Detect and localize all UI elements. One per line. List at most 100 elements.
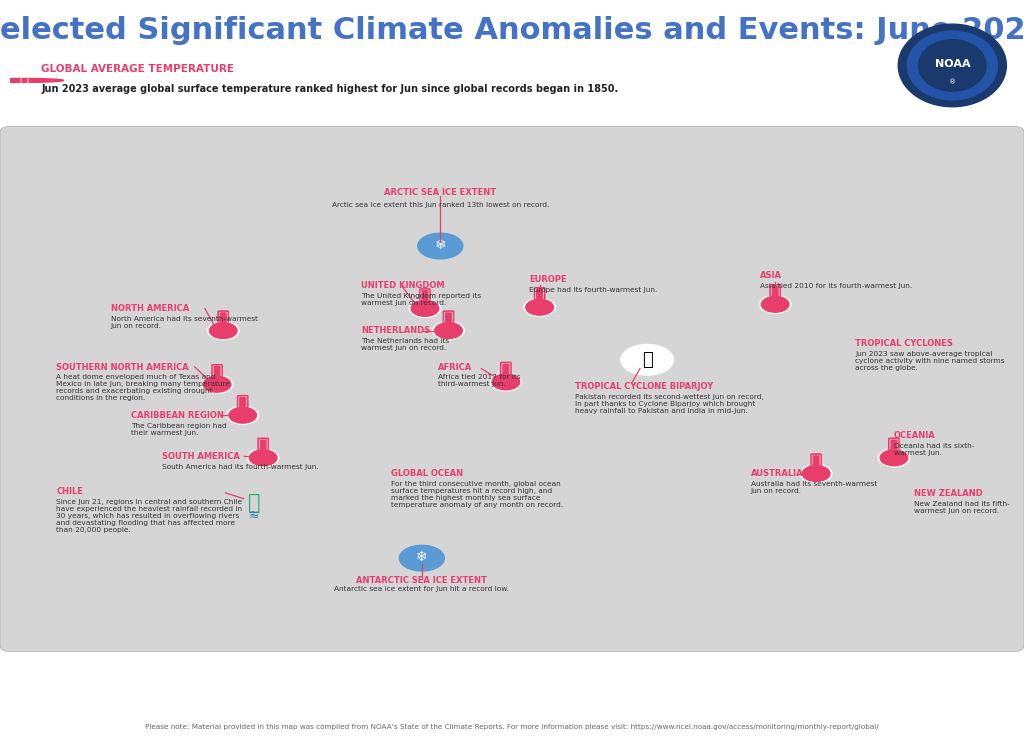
Text: GLOBAL AVERAGE TEMPERATURE: GLOBAL AVERAGE TEMPERATURE xyxy=(41,64,234,74)
Text: ASIA: ASIA xyxy=(760,271,781,280)
Circle shape xyxy=(490,373,521,391)
FancyBboxPatch shape xyxy=(889,438,899,453)
Circle shape xyxy=(524,298,555,316)
Text: 🌀: 🌀 xyxy=(642,351,652,369)
Circle shape xyxy=(411,301,438,316)
Text: South America had its fourth-warmest Jun.: South America had its fourth-warmest Jun… xyxy=(162,464,318,470)
Circle shape xyxy=(433,322,464,340)
Circle shape xyxy=(919,40,986,91)
FancyBboxPatch shape xyxy=(502,364,510,376)
Circle shape xyxy=(907,31,997,100)
Text: NOAA: NOAA xyxy=(935,59,970,69)
FancyBboxPatch shape xyxy=(890,439,898,452)
Circle shape xyxy=(418,233,463,259)
Circle shape xyxy=(881,450,907,466)
Circle shape xyxy=(0,79,63,82)
Circle shape xyxy=(622,345,673,375)
FancyBboxPatch shape xyxy=(421,290,429,303)
Text: The Netherlands had its
warmest Jun on record.: The Netherlands had its warmest Jun on r… xyxy=(361,337,450,351)
Circle shape xyxy=(203,376,230,392)
Text: Since Jun 21, regions in central and southern Chile
have experienced the heavies: Since Jun 21, regions in central and sou… xyxy=(56,499,243,533)
Text: CARIBBEAN REGION: CARIBBEAN REGION xyxy=(131,411,224,420)
Text: 🏠: 🏠 xyxy=(248,493,260,512)
Text: TROPICAL CYCLONES: TROPICAL CYCLONES xyxy=(855,340,953,349)
FancyBboxPatch shape xyxy=(213,366,221,378)
Circle shape xyxy=(228,408,256,423)
FancyBboxPatch shape xyxy=(501,363,511,377)
Text: Antarctic sea ice extent for Jun hit a record low.: Antarctic sea ice extent for Jun hit a r… xyxy=(335,586,509,592)
Text: Oceania had its sixth-
warmest Jun.: Oceania had its sixth- warmest Jun. xyxy=(894,443,974,456)
Text: Africa tied 2017 for its
third-warmest Jun.: Africa tied 2017 for its third-warmest J… xyxy=(438,374,521,387)
FancyBboxPatch shape xyxy=(219,312,227,325)
FancyBboxPatch shape xyxy=(771,286,779,298)
Text: Pakistan recorded its second-wettest Jun on record,
in part thanks to Cyclone Bi: Pakistan recorded its second-wettest Jun… xyxy=(575,393,764,414)
Circle shape xyxy=(202,375,232,393)
Text: Please note: Material provided in this map was compiled from NOAA's State of the: Please note: Material provided in this m… xyxy=(145,724,879,731)
FancyBboxPatch shape xyxy=(812,455,820,468)
Circle shape xyxy=(210,322,237,339)
FancyBboxPatch shape xyxy=(770,285,780,300)
Text: 🌡: 🌡 xyxy=(19,73,29,88)
Circle shape xyxy=(434,322,463,339)
Circle shape xyxy=(762,296,790,312)
FancyBboxPatch shape xyxy=(239,396,247,409)
FancyBboxPatch shape xyxy=(536,289,544,301)
Text: For the third consecutive month, global ocean
surface temperatures hit a record : For the third consecutive month, global … xyxy=(391,481,563,508)
Text: The United Kingdom reported its
warmest Jun on record.: The United Kingdom reported its warmest … xyxy=(361,292,481,306)
Text: Jun 2023 saw above-average tropical
cyclone activity with nine named storms
acro: Jun 2023 saw above-average tropical cycl… xyxy=(855,351,1005,371)
FancyBboxPatch shape xyxy=(259,439,267,452)
Text: CHILE: CHILE xyxy=(56,487,83,496)
Circle shape xyxy=(410,299,440,317)
Text: North America had its seventh-warmest
Jun on record.: North America had its seventh-warmest Ju… xyxy=(111,316,257,329)
Circle shape xyxy=(227,406,258,424)
Text: AUSTRALIA: AUSTRALIA xyxy=(751,470,803,479)
Text: Asia tied 2010 for its fourth-warmest Jun.: Asia tied 2010 for its fourth-warmest Ju… xyxy=(760,283,912,289)
Circle shape xyxy=(399,545,444,571)
Text: ❄: ❄ xyxy=(434,238,446,252)
FancyBboxPatch shape xyxy=(258,438,268,453)
Text: ®: ® xyxy=(949,79,955,86)
Text: Selected Significant Climate Anomalies and Events: June 2023: Selected Significant Climate Anomalies a… xyxy=(0,16,1024,45)
FancyBboxPatch shape xyxy=(238,396,248,411)
Text: New Zealand had its fifth-
warmest Jun on record.: New Zealand had its fifth- warmest Jun o… xyxy=(914,501,1011,514)
Circle shape xyxy=(526,299,553,315)
Text: NORTH AMERICA: NORTH AMERICA xyxy=(111,304,188,313)
Text: The Caribbean region had
their warmest Jun.: The Caribbean region had their warmest J… xyxy=(131,423,226,436)
Text: ≋: ≋ xyxy=(249,509,259,522)
Circle shape xyxy=(492,374,519,390)
Text: AFRICA: AFRICA xyxy=(438,363,472,372)
FancyBboxPatch shape xyxy=(444,312,453,325)
FancyBboxPatch shape xyxy=(212,365,222,380)
Circle shape xyxy=(803,466,830,482)
Text: GLOBAL OCEAN: GLOBAL OCEAN xyxy=(391,470,463,479)
Circle shape xyxy=(898,24,1007,107)
Text: Arctic sea ice extent this Jun ranked 13th lowest on record.: Arctic sea ice extent this Jun ranked 13… xyxy=(332,202,549,208)
Text: NEW ZEALAND: NEW ZEALAND xyxy=(914,489,983,498)
FancyBboxPatch shape xyxy=(535,288,545,303)
Text: A heat dome enveloped much of Texas and
Mexico in late Jun, breaking many temper: A heat dome enveloped much of Texas and … xyxy=(56,374,230,402)
Text: NETHERLANDS: NETHERLANDS xyxy=(361,326,431,335)
Circle shape xyxy=(250,450,276,466)
Circle shape xyxy=(801,465,831,482)
Text: Europe had its fourth-warmest Jun.: Europe had its fourth-warmest Jun. xyxy=(529,287,657,293)
Ellipse shape xyxy=(10,132,1014,646)
Text: OCEANIA: OCEANIA xyxy=(894,431,936,440)
Text: UNITED KINGDOM: UNITED KINGDOM xyxy=(361,281,445,290)
FancyBboxPatch shape xyxy=(0,126,1024,652)
Text: EUROPE: EUROPE xyxy=(529,275,567,284)
Text: ❄: ❄ xyxy=(416,550,428,564)
Text: ANTARCTIC SEA ICE EXTENT: ANTARCTIC SEA ICE EXTENT xyxy=(356,576,487,585)
Text: TROPICAL CYCLONE BIPARJOY: TROPICAL CYCLONE BIPARJOY xyxy=(575,382,714,391)
Circle shape xyxy=(248,449,279,467)
Text: ARCTIC SEA ICE EXTENT: ARCTIC SEA ICE EXTENT xyxy=(384,188,497,197)
Text: SOUTH AMERICA: SOUTH AMERICA xyxy=(162,452,240,461)
Circle shape xyxy=(879,449,909,467)
Text: SOUTHERN NORTH AMERICA: SOUTHERN NORTH AMERICA xyxy=(56,363,189,372)
FancyBboxPatch shape xyxy=(443,311,454,326)
Text: Jun 2023 average global surface temperature ranked highest for Jun since global : Jun 2023 average global surface temperat… xyxy=(41,85,618,94)
Text: Australia had its seventh-warmest
Jun on record.: Australia had its seventh-warmest Jun on… xyxy=(751,481,877,494)
FancyBboxPatch shape xyxy=(420,289,430,304)
FancyBboxPatch shape xyxy=(218,311,228,326)
Circle shape xyxy=(208,322,239,340)
FancyBboxPatch shape xyxy=(811,454,821,469)
